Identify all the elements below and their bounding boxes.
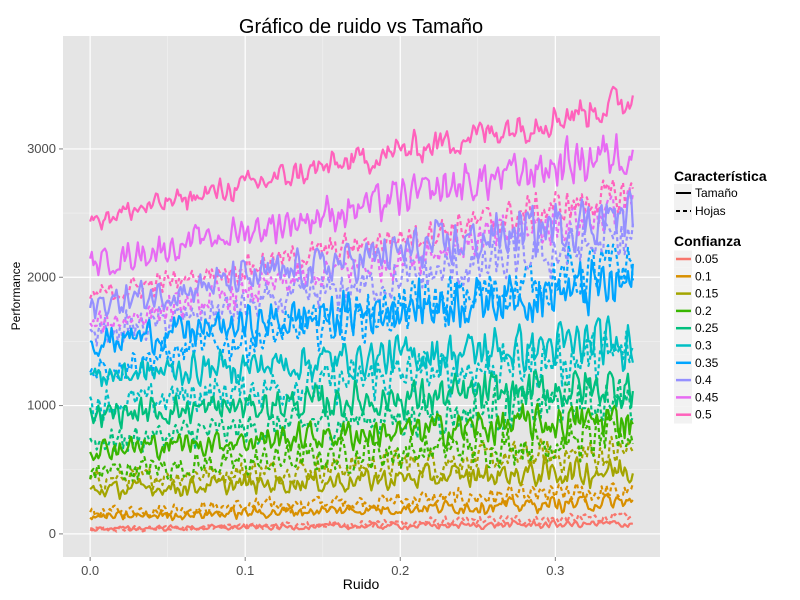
series-line-0.25-tamano	[89, 370, 634, 430]
chart-title: Gráfico de ruido vs Tamaño	[239, 16, 483, 38]
legend-label: 0.4	[695, 373, 712, 387]
series-line-0.3-hojas	[89, 330, 634, 422]
legend-label: 0.05	[695, 252, 719, 266]
x-tick-label: 0.1	[236, 563, 254, 578]
axes: 0.0 0.1 0.2 0.3 0 1000 2000 3000	[27, 141, 564, 578]
y-tick-label: 1000	[27, 398, 56, 413]
series-line-0.45-hojas	[89, 186, 634, 334]
y-axis-title: Performance	[9, 261, 23, 330]
legend-label: 0.15	[695, 287, 719, 301]
x-tick-label: 0.2	[391, 563, 409, 578]
legend-label: 0.1	[695, 269, 712, 283]
legend-linetype-title: Característica	[674, 168, 767, 184]
legend-label: Hojas	[695, 204, 726, 218]
series-line-0.5-hojas	[89, 178, 634, 301]
series-line-0.45-tamano	[89, 133, 634, 277]
series-line-0.4-hojas	[89, 218, 634, 347]
series-line-0.1-tamano	[89, 493, 634, 522]
legend-label: 0.2	[695, 304, 712, 318]
series-line-0.35-tamano	[89, 259, 634, 357]
y-tick-label: 0	[49, 526, 56, 541]
legend-label: 0.35	[695, 356, 719, 370]
y-tick-label: 2000	[27, 269, 56, 284]
legend-label: Tamaño	[695, 186, 738, 200]
legend-label: 0.25	[695, 321, 719, 335]
series-line-0.15-tamano	[89, 455, 634, 501]
series-line-0.2-hojas	[89, 411, 634, 483]
series-line-0.15-hojas	[89, 435, 634, 491]
legend-label: 0.3	[695, 339, 712, 353]
legend: Característica Tamaño Hojas Confianza 0.05 0.…	[674, 168, 767, 424]
series-line-0.4-tamano	[89, 189, 634, 320]
series-line-0.1-hojas	[89, 482, 634, 519]
series-line-0.3-tamano	[89, 315, 634, 388]
x-tick-label: 0.3	[546, 563, 564, 578]
legend-label: 0.45	[695, 390, 719, 404]
y-tick-label: 3000	[27, 141, 56, 156]
series-line-0.5-tamano	[89, 85, 634, 231]
series-layer	[89, 85, 634, 533]
legend-color-title: Confianza	[674, 233, 741, 249]
series-line-0.2-tamano	[89, 402, 634, 462]
series-line-0.05-tamano	[89, 519, 634, 532]
legend-label: 0.5	[695, 408, 712, 422]
x-axis-title: Ruido	[343, 576, 380, 592]
x-tick-label: 0.0	[81, 563, 99, 578]
